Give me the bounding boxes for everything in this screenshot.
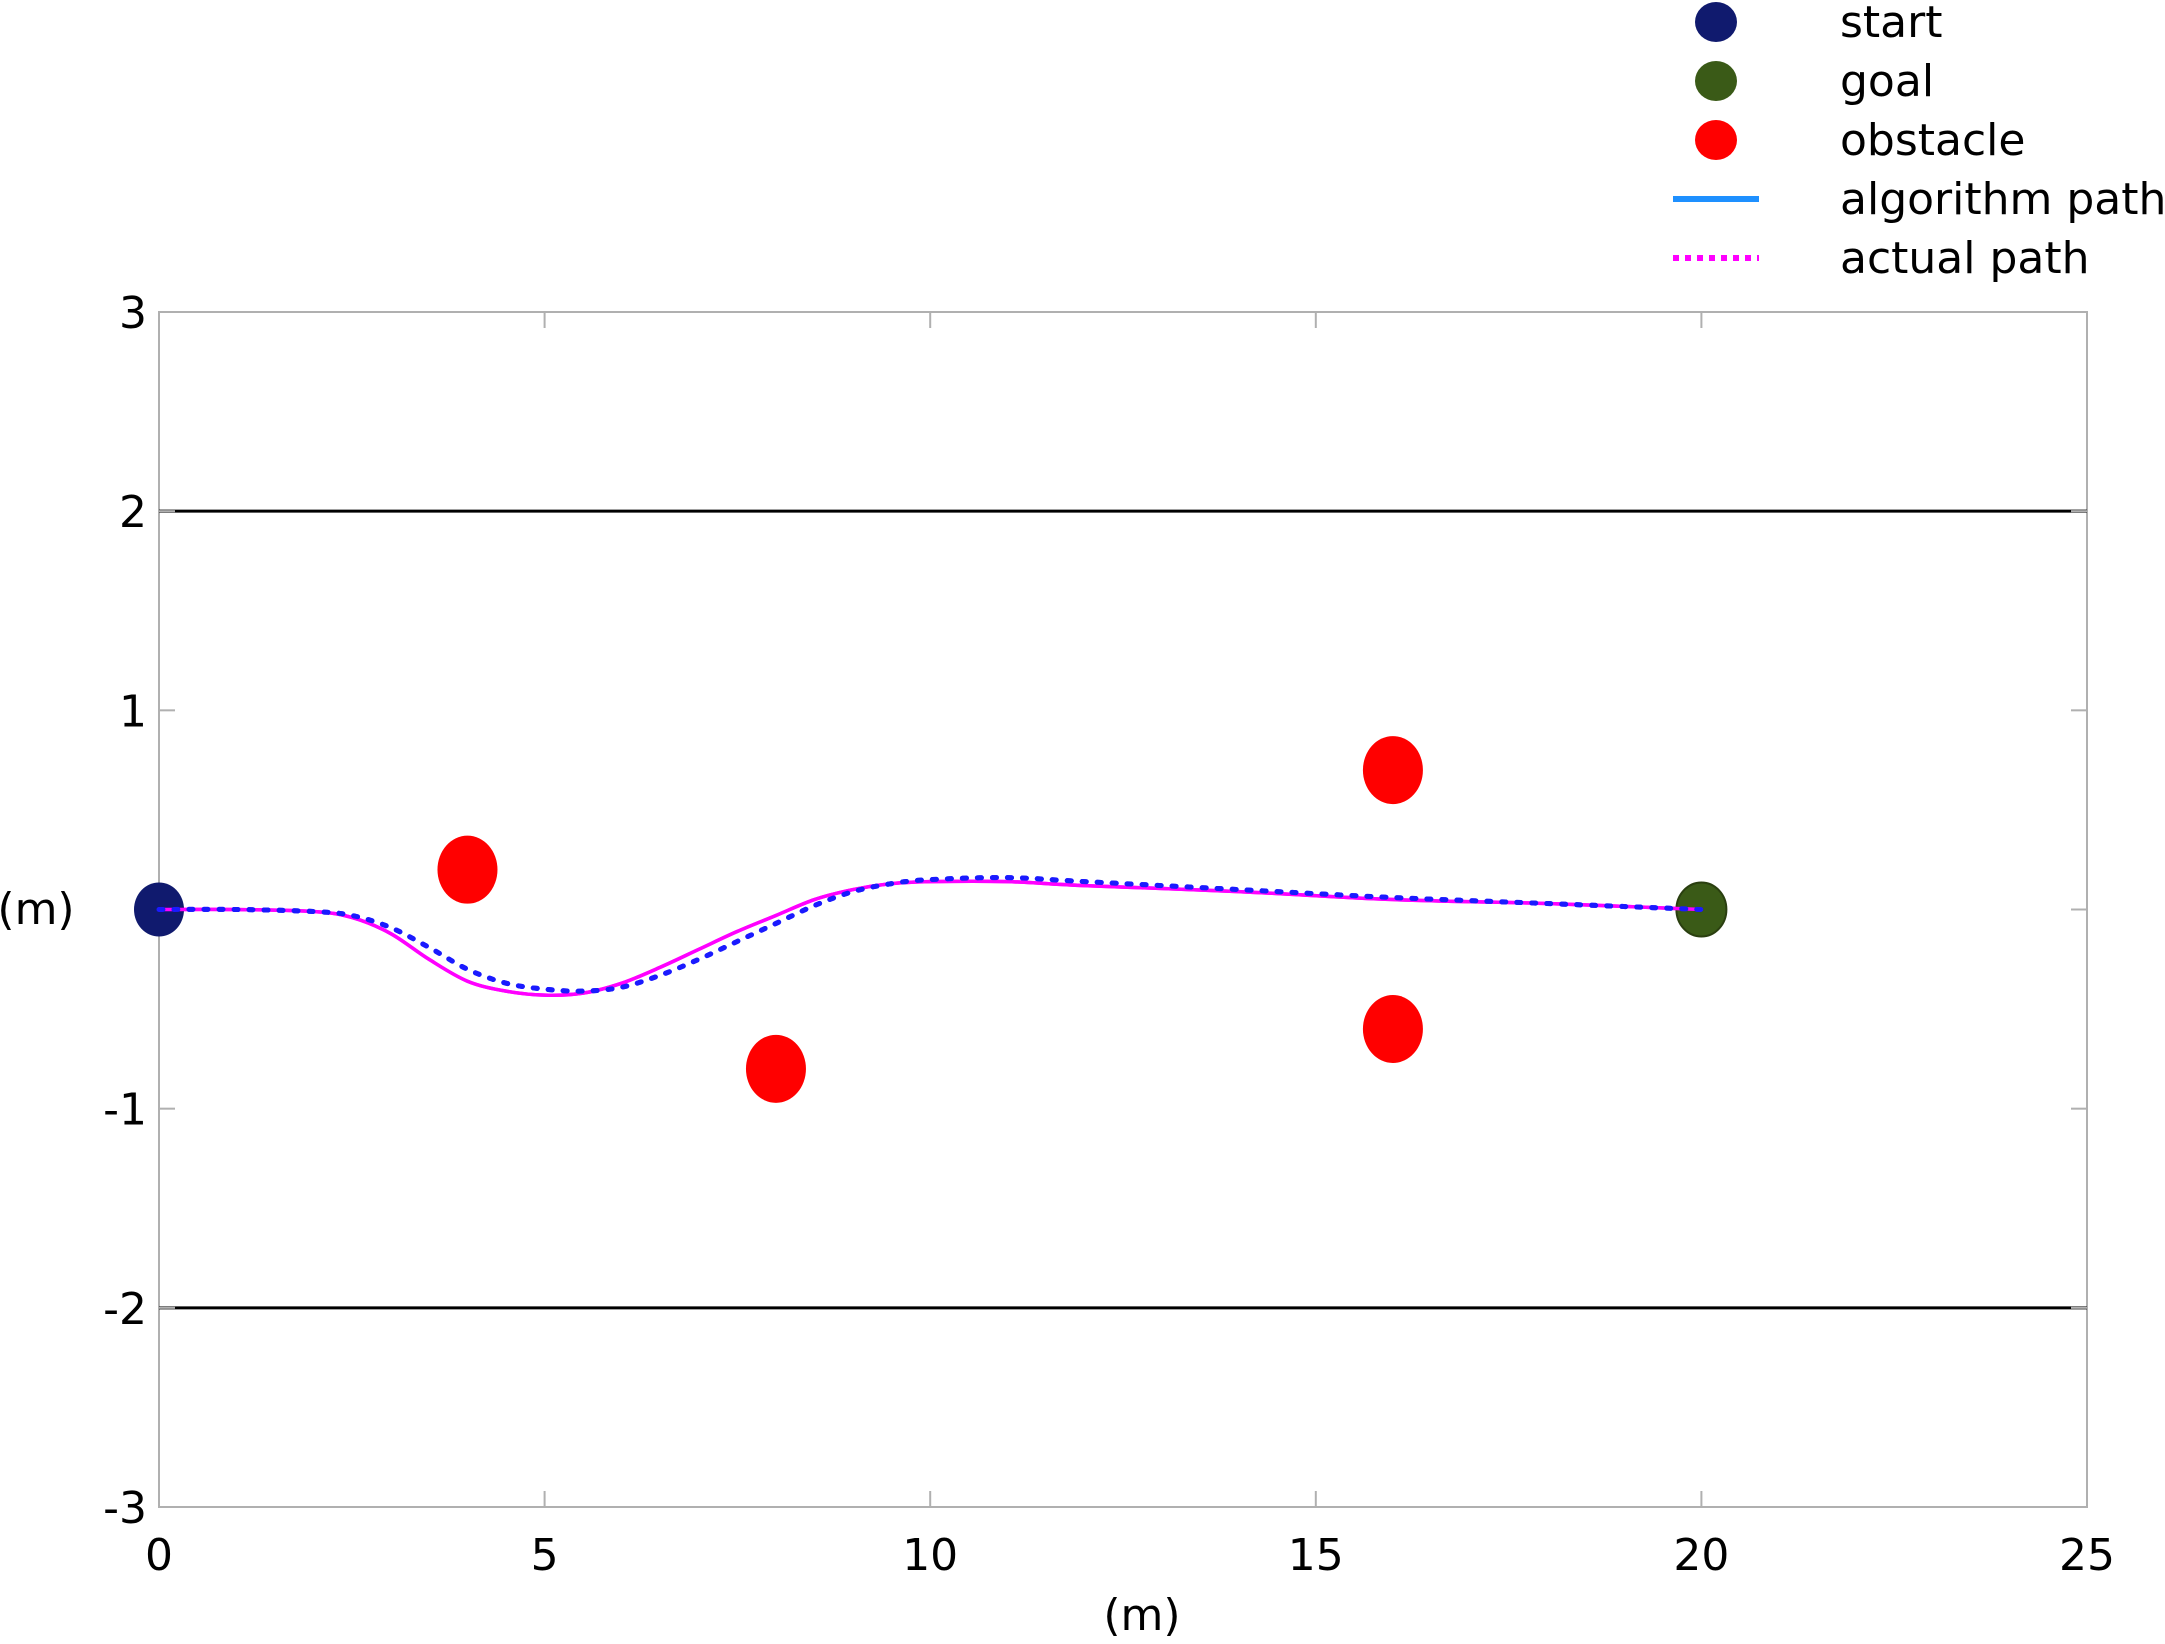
y-tick-label: 1 <box>119 686 147 737</box>
legend-label: start <box>1840 0 1942 48</box>
y-tick-label: 2 <box>119 487 147 538</box>
y-tick-label: -1 <box>103 1085 147 1136</box>
obstacle-point <box>1362 995 1423 1063</box>
y-tick-label: 3 <box>119 288 147 339</box>
axis-ticks: 0 5 10 15 20 25 -3 -2 -1 1 2 3 <box>103 288 2115 1581</box>
obstacle-point <box>745 1034 806 1103</box>
obstacle-point <box>1362 736 1423 805</box>
legend-marker-obstacle <box>1695 120 1737 160</box>
x-tick-label: 10 <box>902 1530 958 1581</box>
legend: start goal obstacle algorithm path actual pa… <box>1673 0 2165 284</box>
y-tick-label: -2 <box>103 1284 147 1335</box>
legend-marker-start <box>1695 2 1737 42</box>
y-axis-label: (m) <box>0 884 75 935</box>
series-line-algorithm-path <box>158 879 1702 998</box>
x-tick-label: 25 <box>2059 1530 2115 1581</box>
x-axis-label: (m) <box>1103 1590 1180 1641</box>
x-tick-label: 20 <box>1673 1530 1729 1581</box>
legend-label: actual path <box>1840 233 2090 284</box>
plot-area <box>158 311 2088 1508</box>
legend-label: obstacle <box>1840 115 2025 166</box>
y-tick-label: -3 <box>103 1483 147 1534</box>
x-tick-label: 15 <box>1288 1530 1344 1581</box>
scatter-points <box>134 736 1728 1103</box>
x-tick-label: 5 <box>531 1530 559 1581</box>
legend-label: algorithm path <box>1840 174 2165 225</box>
legend-label: goal <box>1840 56 1934 107</box>
series-line-actual-path <box>156 875 1704 994</box>
legend-marker-goal <box>1695 61 1737 101</box>
boundary-lines <box>159 509 2087 1310</box>
x-tick-label: 0 <box>145 1530 173 1581</box>
obstacle-point <box>437 835 498 904</box>
